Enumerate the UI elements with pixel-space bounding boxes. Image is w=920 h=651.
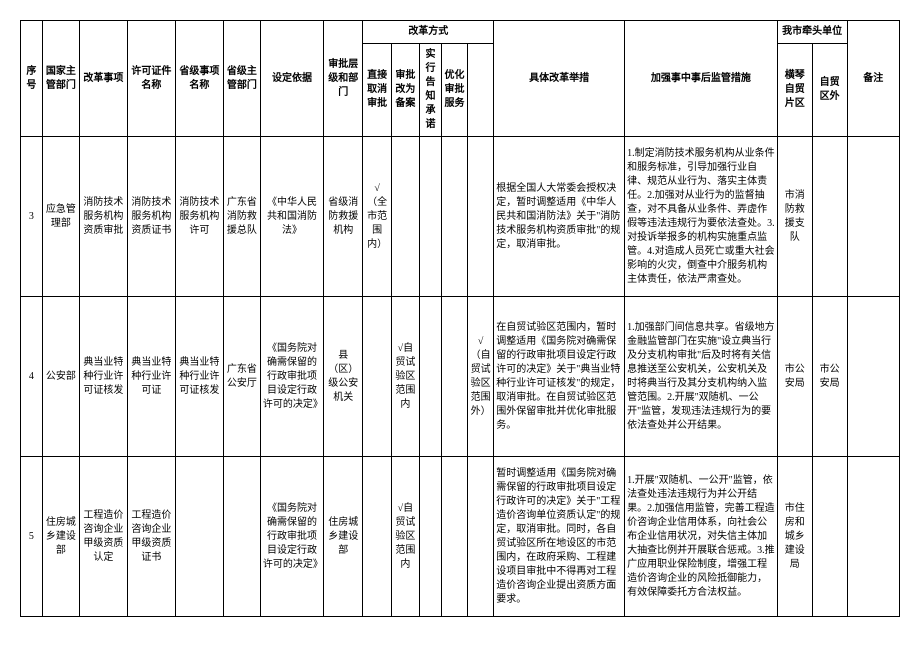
cell-seq: 5: [21, 457, 43, 617]
cell-super: 1.加强部门间信息共享。省级地方金融监管部门在实施"设立典当行及分支机构审批"后…: [625, 297, 778, 457]
cell-super: 1.开展"双随机、一公开"监管，依法查处违法违规行为并公开结果。2.加强信用监管…: [625, 457, 778, 617]
cell-m4: [441, 137, 467, 297]
cell-u1: 市住房和城乡建设局: [777, 457, 812, 617]
cell-basis: 《中华人民共和国消防法》: [260, 137, 323, 297]
cell-m2: √自贸试验区范围内: [391, 457, 419, 617]
cell-u1: 市公安局: [777, 297, 812, 457]
cell-m3: [420, 137, 442, 297]
cell-seq: 4: [21, 297, 43, 457]
h-dept: 国家主管部门: [42, 21, 79, 137]
cell-provdept: 广东省消防救援总队: [223, 137, 260, 297]
h-m5: [468, 44, 494, 137]
table-row: 3应急管理部消防技术服务机构资质审批消防技术服务机构资质证书消防技术服务机构许可…: [21, 137, 900, 297]
cell-u2: [812, 457, 847, 617]
h-level: 审批层级和部门: [324, 21, 363, 137]
cell-level: 住房城乡建设部: [324, 457, 363, 617]
cell-permit: 典当业特种行业许可证: [127, 297, 175, 457]
cell-m3: [420, 457, 442, 617]
h-provitem: 省级事项名称: [175, 21, 223, 137]
cell-level: 省级消防救援机构: [324, 137, 363, 297]
cell-u2: 市公安局: [812, 297, 847, 457]
cell-note: [847, 137, 899, 297]
h-provdept: 省级主管部门: [223, 21, 260, 137]
cell-measure: 根据全国人大常委会授权决定，暂时调整适用《中华人民共和国消防法》关于"消防技术服…: [494, 137, 625, 297]
cell-basis: 《国务院对确需保留的行政审批项目设定行政许可的决定》: [260, 457, 323, 617]
cell-m5: [468, 457, 494, 617]
cell-level: 县（区）级公安机关: [324, 297, 363, 457]
cell-provitem: 消防技术服务机构许可: [175, 137, 223, 297]
h-note: 备注: [847, 21, 899, 137]
h-reform: 改革事项: [79, 21, 127, 137]
table-body: 3应急管理部消防技术服务机构资质审批消防技术服务机构资质证书消防技术服务机构许可…: [21, 137, 900, 617]
h-super: 加强事中事后监管措施: [625, 21, 778, 137]
cell-measure: 在自贸试验区范围内，暂时调整适用《国务院对确需保留的行政审批项目设定行政许可的决…: [494, 297, 625, 457]
cell-m4: [441, 457, 467, 617]
h-measure: 具体改革举措: [494, 21, 625, 137]
cell-m1: [363, 457, 391, 617]
table-row: 5住房城乡建设部工程造价咨询企业甲级资质认定工程造价咨询企业甲级资质证书《国务院…: [21, 457, 900, 617]
cell-provdept: [223, 457, 260, 617]
cell-m1: [363, 297, 391, 457]
cell-reform: 消防技术服务机构资质审批: [79, 137, 127, 297]
h-unit-group: 我市牵头单位: [777, 21, 847, 44]
cell-m5: [468, 137, 494, 297]
cell-reform: 工程造价咨询企业甲级资质认定: [79, 457, 127, 617]
cell-dept: 应急管理部: [42, 137, 79, 297]
h-m3: 实行告知承诺: [420, 44, 442, 137]
cell-m2: [391, 137, 419, 297]
cell-provitem: [175, 457, 223, 617]
cell-m5: √（自贸试验区范围外）: [468, 297, 494, 457]
cell-dept: 住房城乡建设部: [42, 457, 79, 617]
h-m4: 优化审批服务: [441, 44, 467, 137]
h-method-group: 改革方式: [363, 21, 494, 44]
h-m1: 直接取消审批: [363, 44, 391, 137]
cell-permit: 消防技术服务机构资质证书: [127, 137, 175, 297]
header-row-1: 序号 国家主管部门 改革事项 许可证件名称 省级事项名称 省级主管部门 设定依据…: [21, 21, 900, 44]
cell-u2: [812, 137, 847, 297]
cell-m2: √自贸试验区范围内: [391, 297, 419, 457]
cell-seq: 3: [21, 137, 43, 297]
h-permit: 许可证件名称: [127, 21, 175, 137]
cell-m3: [420, 297, 442, 457]
cell-dept: 公安部: [42, 297, 79, 457]
cell-m1: √（全市范围内）: [363, 137, 391, 297]
table-row: 4公安部典当业特种行业许可证核发典当业特种行业许可证典当业特种行业许可证核发广东…: [21, 297, 900, 457]
cell-reform: 典当业特种行业许可证核发: [79, 297, 127, 457]
cell-note: [847, 457, 899, 617]
h-u1: 横琴自贸片区: [777, 44, 812, 137]
cell-m4: [441, 297, 467, 457]
cell-super: 1.制定消防技术服务机构从业条件和服务标准，引导加强行业自律、规范从业行为、落实…: [625, 137, 778, 297]
cell-basis: 《国务院对确需保留的行政审批项目设定行政许可的决定》: [260, 297, 323, 457]
h-basis: 设定依据: [260, 21, 323, 137]
cell-note: [847, 297, 899, 457]
cell-provdept: 广东省公安厅: [223, 297, 260, 457]
cell-measure: 暂时调整适用《国务院对确需保留的行政审批项目设定行政许可的决定》关于"工程造价咨…: [494, 457, 625, 617]
h-u2: 自贸区外: [812, 44, 847, 137]
h-seq: 序号: [21, 21, 43, 137]
cell-u1: 市消防救援支队: [777, 137, 812, 297]
cell-permit: 工程造价咨询企业甲级资质证书: [127, 457, 175, 617]
h-m2: 审批改为备案: [391, 44, 419, 137]
cell-provitem: 典当业特种行业许可证核发: [175, 297, 223, 457]
reform-table: 序号 国家主管部门 改革事项 许可证件名称 省级事项名称 省级主管部门 设定依据…: [20, 20, 900, 617]
